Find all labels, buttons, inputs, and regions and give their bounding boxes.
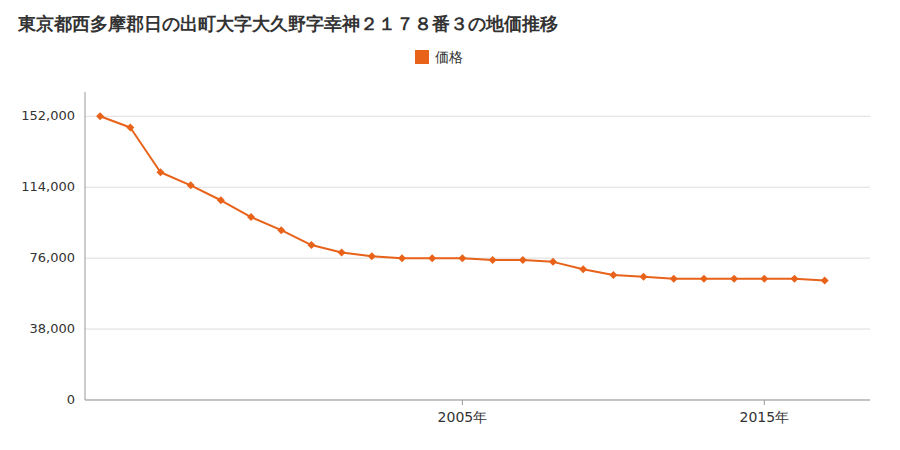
data-point xyxy=(760,275,768,283)
data-point xyxy=(338,249,346,257)
x-axis: 2005年 2015年 xyxy=(438,400,790,425)
x-tick-label: 2005年 xyxy=(438,409,488,425)
grid-line xyxy=(85,116,870,117)
data-point xyxy=(398,254,406,262)
data-point xyxy=(791,275,799,283)
y-tick-label: 114,000 xyxy=(21,179,75,194)
x-tick xyxy=(462,400,463,405)
data-line xyxy=(100,116,825,280)
y-tick-label: 152,000 xyxy=(21,108,75,123)
data-point xyxy=(217,196,225,204)
chart-container: 東京都西多摩郡日の出町大字大久野字幸神２１７８番３の地価推移 0 38,000 76,… xyxy=(0,0,900,450)
x-axis-line xyxy=(85,400,870,401)
grid-line xyxy=(85,400,870,401)
y-tick-label: 38,000 xyxy=(30,321,76,336)
data-point xyxy=(307,241,315,249)
data-point xyxy=(187,181,195,189)
data-point xyxy=(519,256,527,264)
data-point xyxy=(489,256,497,264)
data-point xyxy=(458,254,466,262)
x-tick-label: 2015年 xyxy=(740,409,790,425)
data-point xyxy=(277,226,285,234)
legend-label: 価格 xyxy=(435,49,463,65)
data-point xyxy=(247,213,255,221)
data-point xyxy=(640,273,648,281)
data-point xyxy=(730,275,738,283)
title: 東京都西多摩郡日の出町大字大久野字幸神２１７８番３の地価推移 xyxy=(17,13,558,34)
data-point xyxy=(821,277,829,285)
grid-line xyxy=(85,187,870,188)
data-point xyxy=(670,275,678,283)
chart-svg: 東京都西多摩郡日の出町大字大久野字幸神２１７８番３の地価推移 0 38,000 76,… xyxy=(0,0,900,450)
data-point xyxy=(428,254,436,262)
y-grid: 0 38,000 76,000 114,000 152,000 xyxy=(21,108,870,407)
plot-area xyxy=(96,112,829,284)
data-point xyxy=(700,275,708,283)
data-point xyxy=(579,265,587,273)
data-point xyxy=(126,123,134,131)
legend: 価格 xyxy=(415,49,463,65)
y-axis-line xyxy=(85,92,86,400)
data-point xyxy=(96,112,104,120)
grid-line xyxy=(85,329,870,330)
x-tick xyxy=(764,400,765,405)
data-point xyxy=(156,168,164,176)
legend-swatch xyxy=(415,50,429,64)
y-tick-label: 76,000 xyxy=(30,250,76,265)
y-tick-label: 0 xyxy=(67,392,75,407)
data-point xyxy=(549,258,557,266)
data-point xyxy=(368,252,376,260)
data-point xyxy=(609,271,617,279)
